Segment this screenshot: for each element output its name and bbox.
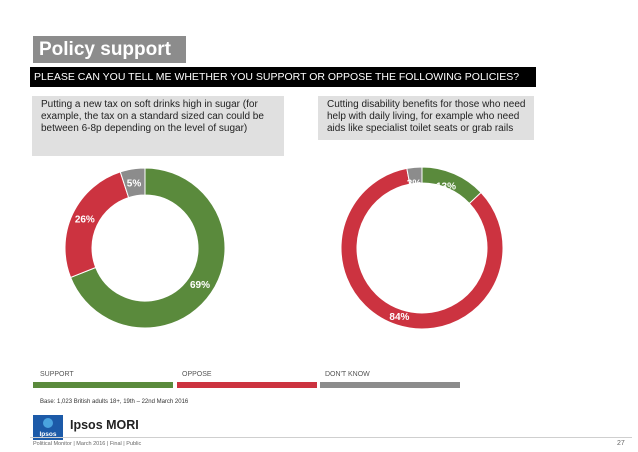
policy-description-sugar-tax: Putting a new tax on soft drinks high in… [30, 96, 284, 156]
legend-label-dont-know: DON'T KNOW [325, 371, 370, 378]
footer-text: Political Monitor | March 2016 | Final |… [33, 441, 142, 447]
donut-label-dont-know: 5% [127, 179, 142, 190]
donut-chart-disability-benefits: 13% 84% 3% [340, 166, 504, 330]
page-title: Policy support [33, 36, 186, 63]
donut-slice-dont-know [119, 167, 146, 199]
donut-chart-sugar-tax: 69% 26% 5% [64, 167, 226, 329]
policy-description-disability-benefits: Cutting disability benefits for those wh… [316, 96, 534, 140]
donut-label-support: 13% [436, 182, 456, 193]
logo-text: Ipsos [40, 431, 57, 438]
legend-swatch-support [33, 382, 173, 388]
legend-label-support: SUPPORT [40, 371, 74, 378]
donut-slice-dont-know [406, 166, 423, 185]
page-number: 27 [617, 440, 625, 447]
footer-divider [30, 437, 632, 438]
legend-swatch-dont-know [320, 382, 460, 388]
question-text: PLEASE CAN YOU TELL ME WHETHER YOU SUPPO… [30, 67, 536, 87]
donut-slice-oppose [340, 167, 504, 330]
base-note: Base: 1,023 British adults 18+, 19th – 2… [40, 399, 189, 405]
legend-label-oppose: OPPOSE [182, 371, 212, 378]
donut-slice-support [69, 167, 226, 329]
donut-label-support: 69% [190, 280, 210, 291]
legend-swatch-oppose [177, 382, 317, 388]
brand-name: Ipsos MORI [70, 418, 139, 432]
ipsos-logo: Ipsos [33, 415, 63, 440]
donut-label-dont-know: 3% [407, 179, 422, 190]
donut-label-oppose: 84% [389, 312, 409, 323]
donut-label-oppose: 26% [75, 214, 95, 225]
